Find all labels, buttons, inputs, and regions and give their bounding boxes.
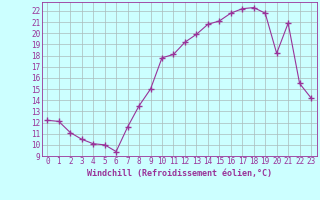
X-axis label: Windchill (Refroidissement éolien,°C): Windchill (Refroidissement éolien,°C) [87,169,272,178]
